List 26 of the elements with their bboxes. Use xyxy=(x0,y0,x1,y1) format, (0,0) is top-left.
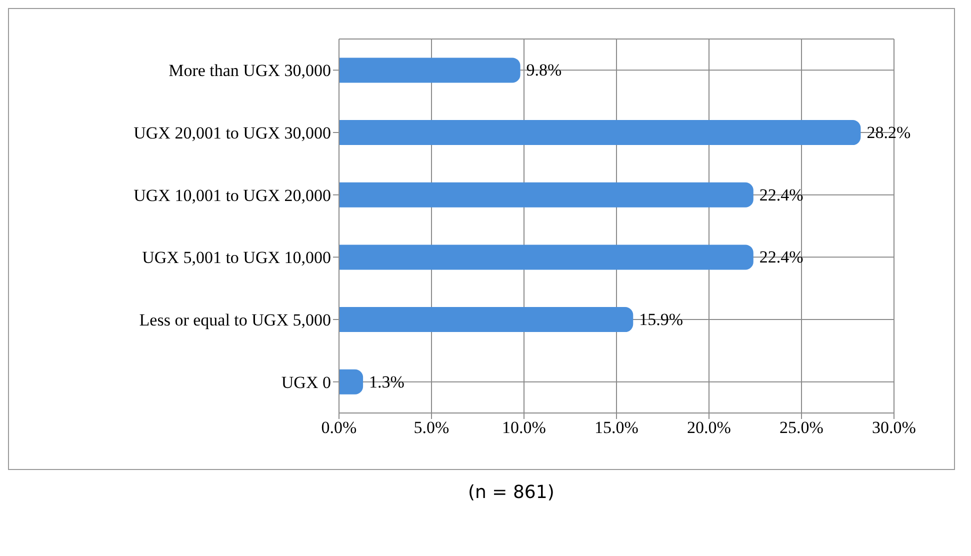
data-label: 28.2% xyxy=(866,123,911,142)
x-tick-label: 5.0% xyxy=(414,418,450,438)
bar xyxy=(339,244,754,270)
x-tick-label: 15.0% xyxy=(594,418,638,438)
data-label: 9.8% xyxy=(526,60,562,80)
y-tick-label: UGX 10,001 to UGX 20,000 xyxy=(134,186,331,205)
bar xyxy=(339,58,520,83)
y-tick-label: Less or equal to UGX 5,000 xyxy=(139,310,331,330)
bar xyxy=(339,307,634,332)
x-tick-label: 25.0% xyxy=(780,418,824,438)
data-label: 22.4% xyxy=(759,185,804,204)
y-tick-label: UGX 20,001 to UGX 30,000 xyxy=(134,124,331,143)
data-label: 22.4% xyxy=(759,248,804,267)
y-tick-label: UGX 0 xyxy=(281,372,331,392)
bar xyxy=(339,120,861,146)
data-label: 1.3% xyxy=(369,372,404,392)
data-label: 15.9% xyxy=(639,310,684,330)
x-tick-label: 10.0% xyxy=(502,418,546,438)
x-tick-label: 30.0% xyxy=(872,418,916,438)
bar xyxy=(339,182,754,208)
y-tick-label: UGX 5,001 to UGX 10,000 xyxy=(142,248,331,268)
y-tick-label: More than UGX 30,000 xyxy=(168,61,331,80)
text: (n = 861) xyxy=(468,482,556,503)
x-tick-label: 0.0% xyxy=(321,418,357,438)
x-tick-label: 20.0% xyxy=(687,418,731,438)
bar xyxy=(339,369,364,394)
